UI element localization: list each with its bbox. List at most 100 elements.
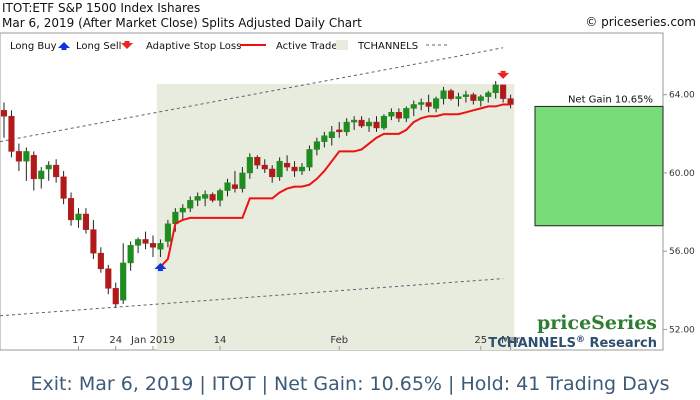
candle: [142, 231, 149, 250]
candle-body: [269, 168, 276, 178]
candle-body: [149, 243, 157, 248]
candle-body: [194, 196, 201, 201]
candle: [276, 157, 283, 181]
candle: [164, 219, 171, 248]
candle: [410, 100, 417, 117]
x-tick-label: 25: [474, 335, 487, 346]
candle: [447, 88, 455, 101]
candle-body: [209, 194, 216, 201]
candle-body: [231, 184, 238, 189]
candle-body: [455, 96, 462, 99]
candle-body: [45, 164, 52, 170]
tchannel-upper-line: [0, 47, 504, 143]
candle-body: [53, 164, 60, 178]
priceseries-logo: priceSeries: [537, 312, 657, 334]
candle-body: [358, 119, 365, 127]
candle-body: [477, 96, 484, 101]
active-trade-swatch: [336, 40, 348, 50]
candle: [343, 118, 350, 136]
candle: [239, 167, 246, 193]
candle: [425, 94, 432, 113]
candle-body: [157, 243, 164, 250]
candle-body: [142, 239, 149, 244]
net-gain-label: Net Gain 10.65%: [568, 94, 653, 105]
tchannel-lower-line: [0, 278, 504, 317]
x-tick-label: Jan 2019: [130, 335, 175, 346]
candle: [321, 131, 328, 148]
x-tick-label: 24: [109, 335, 122, 346]
candle-body: [440, 90, 447, 99]
candle-body: [246, 157, 253, 174]
candle: [60, 170, 67, 205]
tchannels: [0, 47, 504, 317]
sell-arrow-stem-icon: [124, 41, 130, 43]
candle: [217, 188, 224, 207]
candle: [291, 161, 298, 177]
candle-body: [306, 149, 313, 168]
candle-body: [425, 102, 432, 107]
candle-body: [68, 198, 75, 221]
buy-arrow-icon: [58, 42, 70, 48]
candle: [23, 147, 30, 181]
candle-body: [418, 102, 425, 105]
candle-body: [261, 164, 268, 170]
candle: [269, 165, 276, 183]
candle: [477, 94, 484, 107]
candle: [179, 204, 186, 220]
candle: [75, 208, 82, 228]
candle: [97, 247, 104, 273]
candle: [373, 116, 380, 132]
buy-signal-stem: [157, 269, 163, 272]
candle: [149, 235, 157, 258]
candle-body: [135, 239, 142, 246]
candle: [135, 237, 142, 254]
trade-summary-footer: Exit: Mar 6, 2019 | ITOT | Net Gain: 10.…: [30, 373, 670, 395]
candle-body: [217, 190, 224, 201]
candle: [440, 86, 447, 105]
research-suffix: Research: [585, 336, 657, 351]
candle: [485, 90, 492, 103]
candle: [127, 241, 134, 271]
candle-body: [470, 94, 477, 101]
net-gain-box: [534, 105, 664, 227]
candle-body: [60, 176, 67, 199]
candle: [68, 192, 75, 226]
candle: [45, 161, 52, 181]
candle: [105, 264, 112, 295]
candle-body: [410, 104, 417, 109]
candle-body: [433, 98, 440, 109]
research-prefix: TCHANNELS: [488, 336, 576, 351]
legend: Long Buy Long Sell Adaptive Stop Loss Ac…: [10, 40, 448, 52]
candle-body: [380, 115, 387, 129]
candle-body: [276, 160, 283, 178]
candle: [187, 196, 194, 213]
candle-body: [343, 121, 350, 133]
candle-body: [8, 115, 15, 152]
x-tick-label: Mar: [501, 335, 521, 346]
candle: [202, 190, 209, 207]
candle-body: [336, 129, 343, 133]
x-tick-label: 14: [214, 335, 227, 346]
candle: [455, 92, 462, 107]
candle: [82, 208, 90, 234]
candle: [120, 243, 127, 305]
candle: [8, 110, 15, 158]
x-tick-label: Feb: [330, 335, 348, 346]
candle-body: [112, 288, 119, 305]
candle-body: [38, 170, 45, 180]
y-tick-label: 56.00: [669, 247, 695, 257]
candle: [500, 84, 507, 103]
candle-body: [15, 151, 22, 162]
candle: [90, 219, 97, 260]
y-axis: 52.00 56.00 60.00 64.00: [663, 91, 695, 335]
candle: [380, 114, 387, 130]
candle: [224, 178, 231, 197]
candle: [157, 239, 164, 258]
copyright-text: © priceseries.com: [585, 15, 696, 29]
candle-body: [291, 166, 298, 172]
candle: [328, 125, 335, 146]
candle-body: [0, 110, 8, 117]
candle: [194, 192, 201, 207]
candle: [492, 80, 499, 99]
candle: [433, 96, 440, 113]
